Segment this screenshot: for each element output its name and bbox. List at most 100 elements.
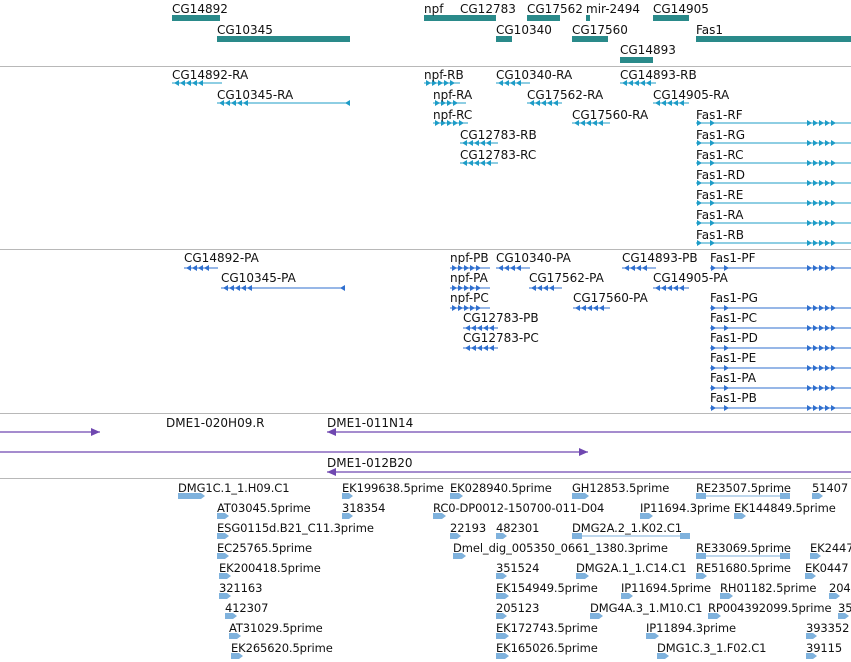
est-glyph[interactable] [810,553,821,559]
est-glyph[interactable] [453,553,466,559]
transcript-glyph[interactable] [460,160,498,166]
transcript-glyph[interactable] [696,160,851,166]
est-glyph[interactable] [657,653,669,659]
est-glyph[interactable] [696,573,707,579]
est-glyph[interactable] [806,653,817,659]
transcript-glyph[interactable] [460,140,498,146]
protein-glyph[interactable] [529,285,562,291]
gene-bar[interactable] [527,15,560,21]
est-glyph[interactable] [572,533,690,539]
transcript-glyph[interactable] [696,140,851,146]
est-glyph[interactable] [590,613,603,619]
gene-bar[interactable] [172,15,220,21]
transcript-glyph[interactable] [572,120,610,126]
est-glyph[interactable] [829,593,840,599]
est-glyph[interactable] [217,513,229,519]
est-glyph[interactable] [217,553,229,559]
transcript-glyph[interactable] [433,100,466,106]
protein-glyph[interactable] [450,305,490,311]
gene-bar[interactable] [696,36,851,42]
protein-glyph[interactable] [710,305,851,311]
est-glyph[interactable] [696,493,790,499]
gene-bar[interactable] [572,36,608,42]
est-glyph[interactable] [225,613,237,619]
gene-bar[interactable] [460,15,496,21]
gene-bar[interactable] [620,57,653,63]
est-glyph[interactable] [720,593,733,599]
est-glyph[interactable] [450,493,463,499]
est-glyph[interactable] [496,593,509,599]
est-glyph[interactable] [342,513,353,519]
transcript-glyph[interactable] [696,180,851,186]
protein-glyph[interactable] [653,285,689,291]
est-glyph[interactable] [496,533,507,539]
est-glyph[interactable] [496,613,507,619]
est-glyph[interactable] [496,653,509,659]
protein-glyph[interactable] [573,305,610,311]
est-glyph[interactable] [696,553,790,559]
protein-glyph[interactable] [221,285,345,291]
est-glyph[interactable] [496,573,507,579]
transcript-glyph[interactable] [217,100,350,106]
protein-glyph[interactable] [710,385,851,391]
clone-glyph[interactable] [0,428,100,436]
protein-track: CG14892-PA CG10345-PA npf-PB CG10340-PA CG14… [0,250,851,414]
transcript-glyph[interactable] [433,120,468,126]
est-glyph[interactable] [219,573,231,579]
est-glyph[interactable] [646,633,659,639]
est-glyph[interactable] [433,513,446,519]
transcript-glyph[interactable] [527,100,562,106]
ests-label: DMG1C.3_1.F02.C1 [657,641,767,655]
est-glyph[interactable] [621,593,633,599]
transcript-glyph[interactable] [696,220,851,226]
protein-glyph[interactable] [450,265,490,271]
est-glyph[interactable] [219,593,231,599]
transcript-glyph[interactable] [696,240,851,246]
est-glyph[interactable] [496,633,509,639]
protein-glyph[interactable] [710,405,851,411]
clone-glyph[interactable] [327,428,851,436]
est-glyph[interactable] [217,533,229,539]
gene-bar[interactable] [586,15,590,21]
protein-glyph[interactable] [450,285,490,291]
clone-glyph[interactable] [327,468,851,476]
clone-glyph[interactable] [0,448,588,456]
est-glyph[interactable] [708,613,721,619]
proteins-glyphs [184,265,851,411]
est-glyph[interactable] [572,493,589,499]
gene-bar[interactable] [424,15,460,21]
protein-glyph[interactable] [710,265,851,271]
transcript-glyph[interactable] [620,80,656,86]
est-glyph[interactable] [231,653,243,659]
est-glyph[interactable] [734,513,746,519]
protein-glyph[interactable] [184,265,218,271]
protein-glyph[interactable] [622,265,656,271]
protein-glyph[interactable] [710,365,851,371]
transcripts-label: npf-RA [433,88,473,102]
gene-bar[interactable] [653,15,689,21]
transcript-glyph[interactable] [653,100,689,106]
gene-bar[interactable] [217,36,350,42]
est-glyph[interactable] [229,633,241,639]
est-glyph[interactable] [806,633,817,639]
est-glyph[interactable] [640,513,653,519]
transcript-glyph[interactable] [172,80,222,86]
est-glyph[interactable] [342,493,353,499]
protein-glyph[interactable] [710,325,851,331]
gene-bar[interactable] [496,36,512,42]
transcript-glyph[interactable] [696,120,851,126]
est-glyph[interactable] [812,493,823,499]
est-glyph[interactable] [178,493,205,499]
protein-glyph[interactable] [463,345,498,351]
transcript-glyph[interactable] [424,80,460,86]
protein-glyph[interactable] [496,265,530,271]
transcript-glyph[interactable] [696,200,851,206]
ests-label: RE33069.5prime [696,541,791,555]
est-glyph[interactable] [450,533,461,539]
est-glyph[interactable] [838,613,849,619]
transcript-glyph[interactable] [496,80,530,86]
est-glyph[interactable] [805,573,816,579]
protein-glyph[interactable] [710,345,851,351]
est-glyph[interactable] [576,573,589,579]
protein-glyph[interactable] [463,325,498,331]
